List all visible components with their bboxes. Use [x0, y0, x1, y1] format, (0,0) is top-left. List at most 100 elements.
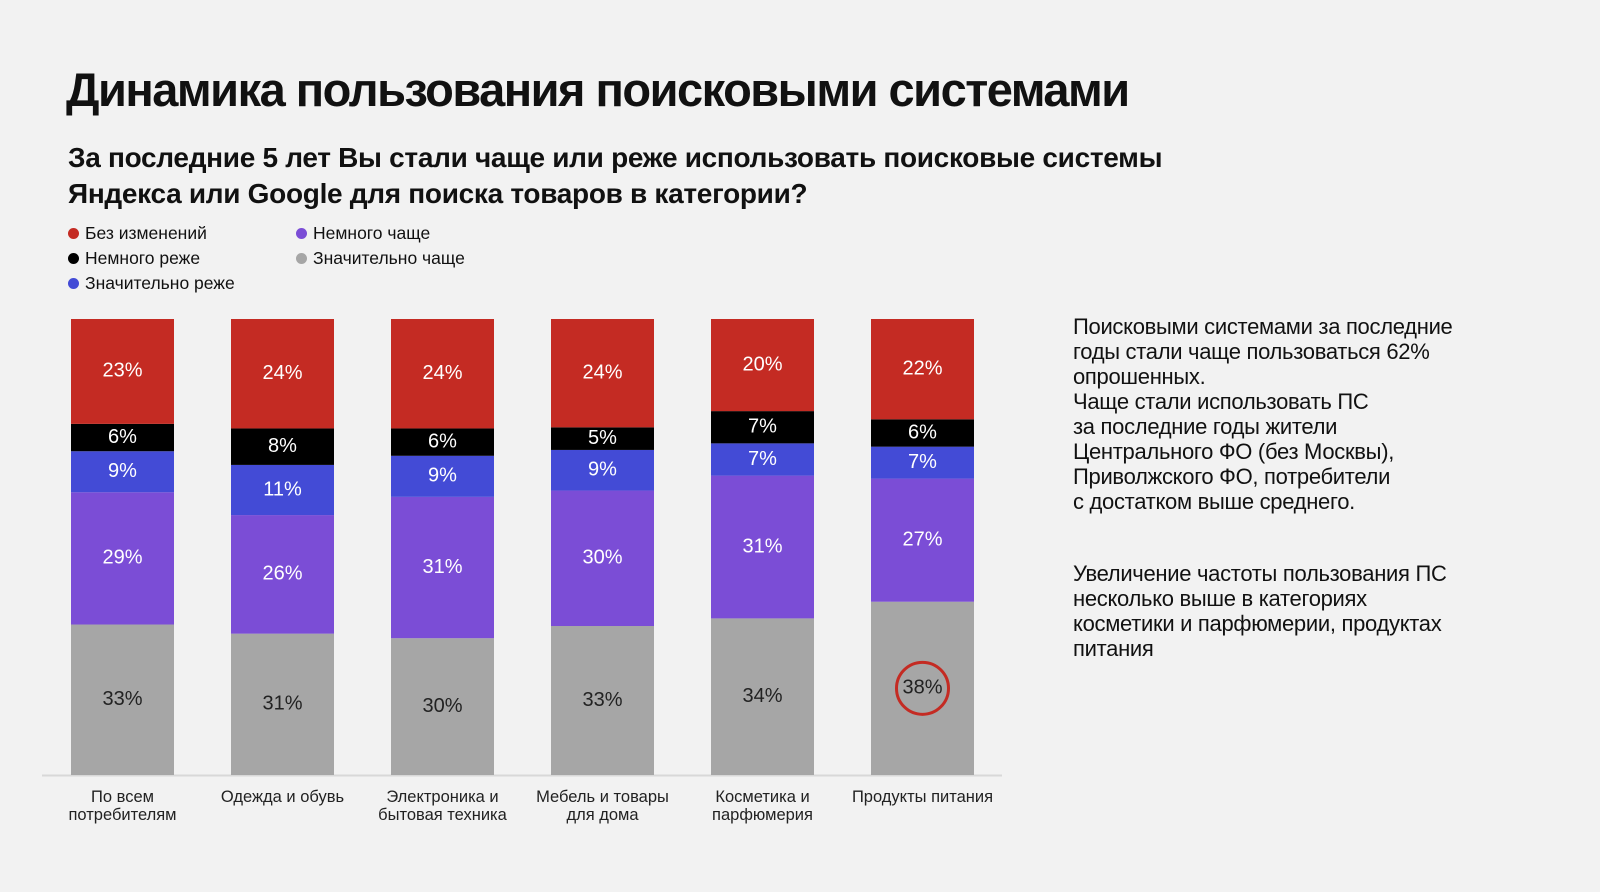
data-label: 8% — [268, 435, 297, 457]
bar-segment — [231, 633, 334, 775]
legend-dot-icon — [68, 227, 79, 239]
side-text-line: питания — [1073, 636, 1154, 661]
data-label: 30% — [422, 695, 462, 717]
bar-segment — [231, 428, 334, 465]
category-label: бытовая техника — [378, 806, 507, 824]
page-title: Динамика пользования поисковыми системам… — [66, 63, 1130, 116]
legend-label: Значительно чаще — [313, 247, 465, 268]
category-label: Одежда и обувь — [221, 788, 344, 806]
side-text-line: с достатком выше среднего. — [1073, 489, 1355, 514]
bar-segment — [391, 428, 494, 456]
data-label: 38% — [902, 677, 942, 699]
data-label: 11% — [263, 478, 302, 500]
legend-dot-icon — [68, 252, 79, 264]
category-label: Мебель и товары — [536, 788, 669, 806]
data-label: 34% — [742, 685, 782, 707]
legend-item: Без изменений — [68, 222, 296, 244]
bar-segment — [71, 423, 174, 452]
legend-dot-icon — [296, 252, 307, 264]
legend-label: Без изменений — [85, 222, 207, 243]
side-text-line: опрошенных. — [1073, 364, 1206, 389]
data-label: 24% — [422, 362, 462, 384]
side-text-line: за последние годы жители — [1073, 414, 1338, 439]
category-label: Продукты питания — [852, 788, 993, 806]
legend-item: Значительно реже — [68, 272, 296, 294]
bar-segment — [711, 443, 814, 476]
data-label: 24% — [582, 361, 622, 383]
legend-dot-icon — [68, 277, 79, 289]
data-label: 29% — [102, 547, 142, 569]
legend-item: Немного чаще — [296, 222, 496, 244]
bar-segment — [551, 626, 654, 775]
data-label: 26% — [262, 563, 302, 585]
data-label: 9% — [108, 460, 137, 482]
category-label: Косметика и — [715, 788, 809, 806]
legend-item: Немного реже — [68, 247, 296, 269]
legend-label: Значительно реже — [85, 272, 235, 293]
category-label: По всем — [91, 788, 154, 806]
data-label: 33% — [582, 689, 622, 711]
data-label: 6% — [428, 430, 457, 452]
bar-segment — [551, 449, 654, 491]
legend-label: Немного реже — [85, 247, 201, 268]
data-label: 31% — [422, 556, 462, 578]
data-label: 7% — [908, 451, 937, 473]
side-text-line: Приволжского ФО, потребители — [1073, 464, 1391, 489]
bar-segment — [551, 319, 654, 428]
data-label: 20% — [742, 353, 782, 375]
highlight-circle — [895, 660, 950, 716]
bar-segment — [871, 478, 974, 602]
bar-segment — [71, 319, 174, 424]
chart-question: За последние 5 лет Вы стали чаще или реж… — [68, 142, 1163, 209]
data-label: 23% — [102, 360, 142, 382]
side-text-line: Поисковыми системами за последние — [1073, 314, 1453, 339]
data-label: 9% — [428, 465, 457, 487]
bar-segment — [871, 446, 974, 479]
bar-segment — [711, 475, 814, 619]
data-label: 27% — [902, 528, 942, 550]
bar-segment — [231, 515, 334, 634]
data-label: 31% — [742, 535, 782, 557]
bar-segment — [391, 496, 494, 639]
bar-segment — [711, 319, 814, 412]
bar-segment — [391, 319, 494, 429]
legend-label: Немного чаще — [313, 222, 431, 243]
side-text-line: несколько выше в категориях — [1073, 586, 1367, 611]
side-paragraph-2: Увеличение частоты пользования ПС несколь… — [1073, 561, 1543, 661]
bar-segment — [71, 451, 174, 493]
data-label: 30% — [582, 547, 622, 569]
data-label: 6% — [108, 426, 137, 448]
bar-segment — [231, 319, 334, 429]
bar-segment — [551, 490, 654, 627]
bar-segment — [711, 618, 814, 775]
side-text-line: Увеличение частоты пользования ПС — [1073, 561, 1447, 586]
bar-segment — [711, 411, 814, 444]
bar-segment — [871, 319, 974, 420]
data-label: 9% — [588, 459, 617, 481]
bar-segment — [391, 638, 494, 775]
data-label: 6% — [908, 421, 937, 443]
bar-segment — [871, 601, 974, 775]
chart-legend: Без изменений Немного чаще Немного реже Зна… — [68, 222, 508, 294]
bar-segment — [391, 455, 494, 497]
side-paragraph-1: Поисковыми системами за последние годы ст… — [1073, 314, 1543, 514]
data-label: 7% — [748, 448, 777, 470]
data-label: 33% — [102, 688, 142, 710]
category-label: Электроника и — [386, 788, 498, 806]
category-label: потребителям — [68, 806, 176, 824]
data-label: 7% — [748, 416, 777, 438]
legend-item: Значительно чаще — [296, 247, 496, 269]
data-label: 24% — [262, 362, 302, 384]
bar-segment — [551, 427, 654, 450]
side-text-line: годы стали чаще пользоваться 62% — [1073, 339, 1430, 364]
side-text-line: косметики и парфюмерии, продуктах — [1073, 611, 1442, 636]
side-text-line: Чаще стали использовать ПС — [1073, 389, 1369, 414]
side-text-line: Центрального ФО (без Москвы), — [1073, 439, 1395, 464]
category-label: парфюмерия — [712, 806, 813, 824]
data-label: 5% — [588, 427, 617, 449]
bar-segment — [71, 624, 174, 775]
bar-segment — [71, 492, 174, 625]
bar-segment — [871, 419, 974, 447]
category-label: для дома — [566, 806, 639, 824]
